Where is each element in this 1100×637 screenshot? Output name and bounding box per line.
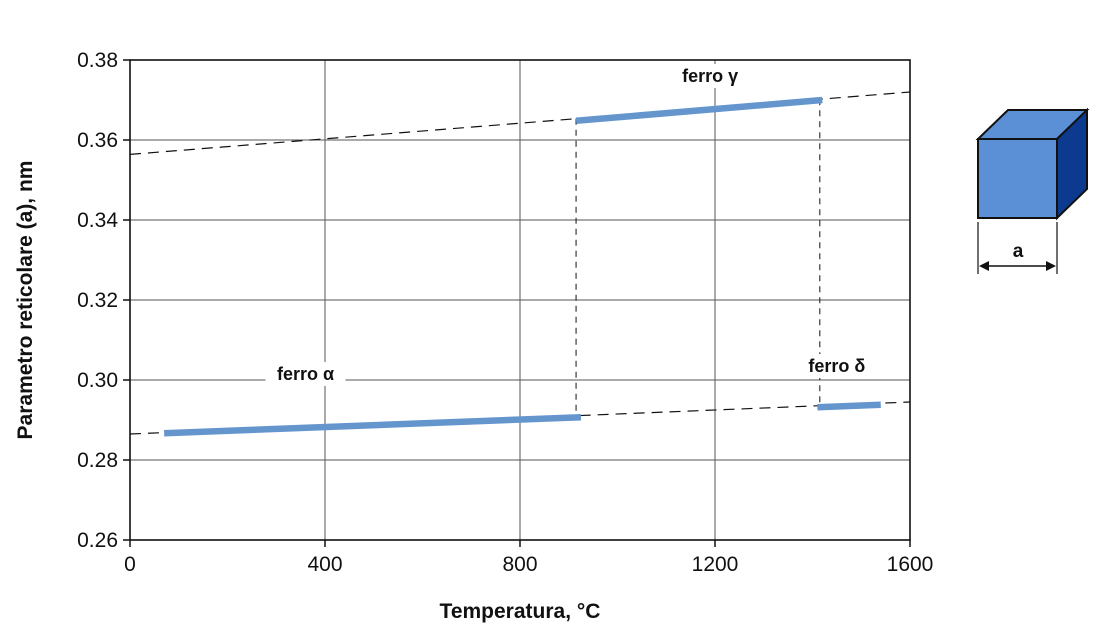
series-group [164,96,881,437]
series-label-ferro-alpha-bg [265,362,346,386]
x-tick-label-3: 1200 [692,553,739,576]
x-axis-title: Temperatura, °C [440,600,601,623]
series-line-ferro-alpha [164,413,582,437]
x-tick-label-0: 0 [124,553,136,576]
x-tick-label-4: 1600 [887,553,934,576]
x-axis-ticks: 0 400 800 1200 1600 [124,540,933,576]
series-label-ferro-gamma-bg [670,64,751,88]
y-tick-label-2: 0.30 [77,369,118,392]
cube-front-face [977,138,1058,219]
dimension-arrowhead-left [979,261,989,271]
y-tick-label-1: 0.28 [77,449,118,472]
y-tick-label-3: 0.32 [77,289,118,312]
y-tick-label-0: 0.26 [77,529,118,552]
series-label-ferro-gamma: ferro γ [682,66,738,86]
x-tick-label-1: 400 [307,553,342,576]
series-line-ferro-gamma [575,96,823,125]
y-tick-label-5: 0.36 [77,129,118,152]
series-label-ferro-delta: ferro δ [808,356,865,376]
transition-lines [575,99,821,416]
grid [129,59,911,541]
dimension-arrowhead-right [1046,261,1056,271]
y-axis-ticks: 0.26 0.28 0.30 0.32 0.34 0.36 0.38 [77,49,130,552]
series-labels: ferro α ferro γ ferro δ [265,64,877,386]
y-axis-title: Parametro reticolare (a), nm [14,161,37,440]
unit-cell-inset: a [975,107,1090,274]
x-tick-label-2: 800 [502,553,537,576]
y-tick-label-6: 0.38 [77,49,118,72]
y-tick-label-4: 0.34 [77,209,118,232]
cube-dimension-label: a [1013,241,1024,262]
series-label-ferro-alpha: ferro α [277,364,334,384]
series-label-ferro-delta-bg [796,354,877,378]
series-line-ferro-delta [817,401,881,411]
